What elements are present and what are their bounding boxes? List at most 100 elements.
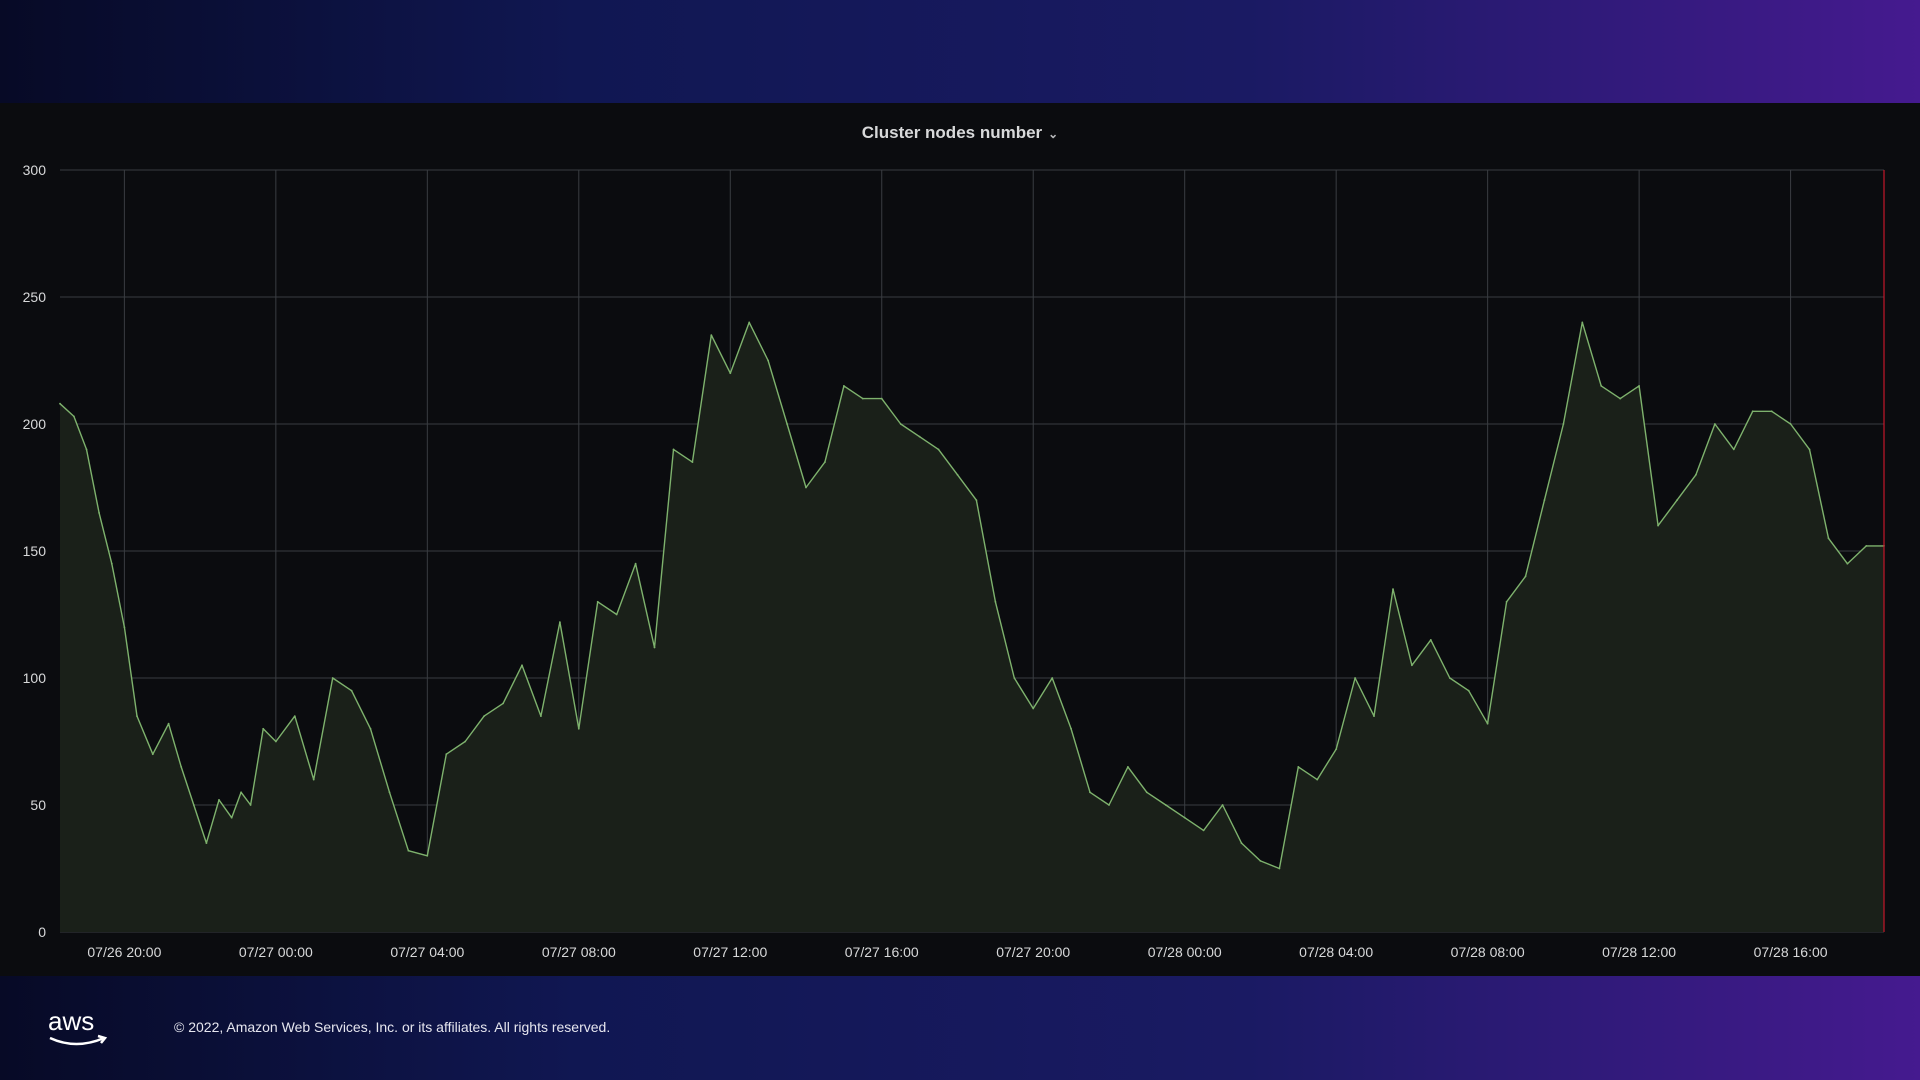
data-point-07/27 06:30 — [521, 664, 523, 667]
x-tick-label: 07/28 16:00 — [1754, 944, 1828, 960]
data-point-07/28 09:00 — [1524, 575, 1527, 578]
footer-copyright: © 2022, Amazon Web Services, Inc. or its… — [174, 1019, 611, 1035]
x-tick-label: 07/27 20:00 — [996, 944, 1070, 960]
data-point-07/28 06:30 — [1429, 639, 1432, 641]
y-axis-ticks: 0 50 100 150 200 250 300 — [23, 162, 47, 940]
data-point-07/27 02:00 — [350, 689, 353, 692]
data-point-07/28 15:00 — [1751, 410, 1754, 413]
data-point-07/27 15:00 — [843, 385, 845, 387]
data-point-07/26 23:40 — [262, 727, 265, 730]
x-tick-label: 07/27 16:00 — [845, 944, 919, 960]
data-point-07/27 06:00 — [502, 702, 504, 705]
data-point-07/27 00:30 — [293, 715, 296, 717]
data-point-07/27 19:00 — [994, 600, 997, 603]
y-tick-label: 250 — [23, 289, 47, 305]
data-point-07/27 11:30 — [710, 334, 713, 336]
data-point-07/26 21:50 — [192, 804, 195, 806]
data-point-07/28 03:30 — [1316, 778, 1319, 781]
data-point-07/28 13:30 — [1695, 473, 1697, 476]
data-point-07/27 21:30 — [1089, 791, 1091, 794]
data-point-07/28 17:00 — [1827, 537, 1830, 540]
data-point-07/27 03:30 — [407, 849, 410, 852]
data-point-07/28 02:00 — [1259, 860, 1262, 862]
data-point-07/27 10:30 — [672, 448, 675, 451]
data-point-07/28 16:00 — [1789, 423, 1792, 425]
y-tick-label: 100 — [23, 670, 47, 686]
data-point-07/28 11:00 — [1600, 385, 1603, 387]
data-point-07/27 10:00 — [653, 646, 656, 649]
chart-panel: Cluster nodes number ⌄ 0 50 100 150 200 250 300… — [0, 103, 1920, 976]
series-layer — [59, 170, 1885, 932]
data-point-07/28 16:30 — [1808, 448, 1811, 451]
chart-title: Cluster nodes number — [861, 123, 1043, 142]
data-point-07/28 09:30 — [1543, 499, 1546, 502]
data-point-07/28 13:00 — [1676, 499, 1678, 502]
data-point-07/27 21:00 — [1070, 727, 1072, 730]
data-point-07/26 18:18 — [59, 402, 61, 405]
series-area — [60, 322, 1884, 932]
data-point-07/27 17:00 — [918, 435, 921, 438]
data-point-07/28 18:00 — [1865, 545, 1868, 547]
data-point-07/28 14:00 — [1714, 423, 1716, 425]
data-point-07/26 19:40 — [110, 562, 113, 565]
x-tick-label: 07/27 04:00 — [390, 944, 464, 960]
data-point-07/27 02:30 — [369, 727, 372, 730]
data-point-07/27 16:00 — [880, 397, 883, 400]
data-point-07/27 05:30 — [483, 715, 485, 717]
x-tick-label: 07/27 12:00 — [693, 944, 767, 960]
data-point-07/28 08:00 — [1486, 722, 1489, 725]
data-point-07/27 20:30 — [1051, 677, 1054, 679]
x-tick-label: 07/28 12:00 — [1602, 944, 1676, 960]
data-point-07/28 00:30 — [1202, 829, 1205, 832]
data-point-07/27 16:30 — [899, 423, 902, 425]
data-point-07/28 05:00 — [1373, 715, 1375, 717]
data-point-07/27 03:00 — [388, 791, 391, 794]
data-point-07/27 04:00 — [426, 854, 429, 857]
aws-logo-text: aws — [48, 1008, 94, 1036]
data-point-07/28 07:00 — [1448, 677, 1451, 679]
data-point-07/27 22:30 — [1127, 766, 1129, 768]
chevron-down-icon[interactable]: ⌄ — [1048, 127, 1059, 141]
data-point-07/26 18:40 — [73, 415, 75, 418]
data-point-07/27 18:30 — [975, 499, 978, 502]
data-point-07/27 12:30 — [748, 321, 751, 324]
x-axis-ticks: 07/26 20:00 07/27 00:00 07/27 04:00 07/27 0… — [87, 944, 1827, 960]
data-point-07/27 13:00 — [767, 359, 769, 362]
data-point-07/27 00:00 — [275, 740, 277, 743]
x-tick-label: 07/28 08:00 — [1451, 944, 1525, 960]
data-point-07/28 06:00 — [1411, 664, 1413, 667]
y-tick-label: 300 — [23, 162, 47, 178]
data-point-07/26 20:20 — [136, 715, 138, 717]
aws-logo: aws — [48, 1008, 108, 1046]
x-tick-label: 07/26 20:00 — [87, 944, 161, 960]
data-point-07/27 07:00 — [540, 715, 542, 717]
data-point-07/26 20:00 — [123, 626, 126, 629]
data-point-07/28 01:00 — [1221, 804, 1224, 806]
data-point-07/27 11:00 — [691, 461, 694, 463]
data-point-07/27 08:30 — [596, 600, 599, 603]
data-point-07/26 22:50 — [230, 816, 233, 819]
data-point-07/27 22:00 — [1108, 804, 1110, 806]
data-point-07/26 19:20 — [98, 512, 100, 514]
chart-svg: 0 50 100 150 200 250 300 07/26 20:00 07/27 00:0… — [23, 162, 1885, 960]
y-tick-label: 150 — [23, 543, 47, 559]
data-point-07/26 20:45 — [151, 753, 154, 756]
data-point-07/28 12:30 — [1657, 524, 1659, 527]
y-tick-label: 50 — [30, 797, 46, 813]
data-point-07/27 13:30 — [786, 423, 788, 425]
data-point-07/27 15:30 — [861, 397, 864, 400]
data-point-07/27 14:30 — [824, 461, 826, 463]
data-point-07/27 18:00 — [956, 473, 959, 476]
data-point-07/28 07:30 — [1467, 689, 1470, 692]
data-point-07/27 19:30 — [1013, 677, 1016, 679]
data-point-07/26 23:05 — [240, 791, 243, 794]
panel-title[interactable]: Cluster nodes number ⌄ — [0, 123, 1920, 143]
data-point-07/26 19:00 — [85, 448, 88, 451]
data-point-07/27 23:30 — [1164, 804, 1167, 806]
data-point-07/27 17:30 — [937, 448, 940, 451]
data-point-07/28 11:30 — [1619, 397, 1622, 400]
data-point-07/28 01:30 — [1240, 842, 1243, 844]
x-tick-label: 07/27 00:00 — [239, 944, 313, 960]
data-point-07/27 04:30 — [445, 753, 448, 756]
data-point-07/26 22:10 — [205, 842, 208, 844]
